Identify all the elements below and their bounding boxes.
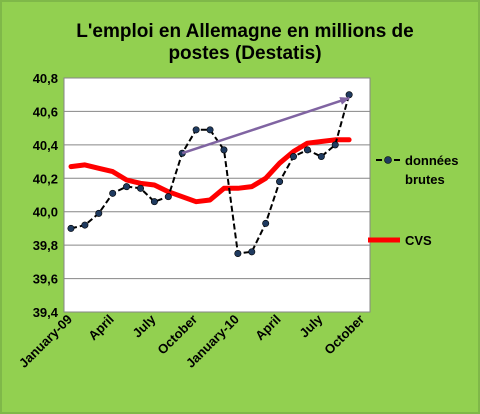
- data-point-donnees-brutes: [137, 184, 145, 192]
- y-axis-tick-labels: 39,4 39,6 39,8 40,0 40,2 40,4 40,6 40,8: [33, 71, 59, 320]
- data-point-donnees-brutes: [317, 153, 325, 161]
- data-point-donnees-brutes: [262, 219, 270, 227]
- y-tick-label: 40,4: [33, 138, 59, 153]
- data-point-donnees-brutes: [150, 198, 158, 206]
- data-point-donnees-brutes: [95, 209, 103, 217]
- data-point-donnees-brutes: [234, 250, 242, 258]
- legend: données brutes CVS: [368, 153, 458, 248]
- data-point-donnees-brutes: [303, 146, 311, 154]
- y-tick-label: 39,4: [33, 305, 59, 320]
- data-point-donnees-brutes: [81, 221, 89, 229]
- x-tick-label: April: [252, 312, 284, 344]
- y-tick-label: 40,8: [33, 71, 58, 86]
- legend-label-donnees-brutes-line-1: données: [405, 153, 458, 168]
- data-point-donnees-brutes: [164, 193, 172, 201]
- y-tick-label: 40,0: [33, 205, 58, 220]
- data-point-donnees-brutes: [248, 248, 256, 256]
- y-tick-label: 39,6: [33, 272, 58, 287]
- data-point-donnees-brutes: [206, 126, 214, 134]
- x-tick-label: July: [296, 311, 326, 341]
- gridlines: [64, 110, 370, 280]
- data-point-donnees-brutes: [276, 178, 284, 186]
- data-point-donnees-brutes: [331, 141, 339, 149]
- chart-title-line-2: postes (Destatis): [168, 43, 321, 64]
- x-tick-label: April: [85, 312, 117, 344]
- data-point-donnees-brutes: [220, 146, 228, 154]
- trend-arrow: [181, 96, 351, 155]
- data-point-donnees-brutes: [67, 224, 75, 232]
- legend-label-donnees-brutes-line-2: brutes: [405, 172, 445, 187]
- annotation-layer: [181, 96, 351, 155]
- series-line-cvs: [68, 137, 352, 205]
- legend-label-cvs: CVS: [405, 233, 432, 248]
- data-point-donnees-brutes: [289, 153, 297, 161]
- data-point-donnees-brutes: [192, 126, 200, 134]
- series-layer: [67, 91, 353, 258]
- legend-marker-donnees-brutes: [384, 156, 392, 164]
- data-point-donnees-brutes: [123, 183, 131, 191]
- x-tick-label: January-09: [16, 312, 75, 371]
- x-tick-label: July: [130, 311, 160, 341]
- x-tick-label: October: [321, 312, 367, 358]
- y-tick-label: 40,2: [33, 171, 58, 186]
- chart-title-line-1: L'emploi en Allemagne en millions de: [76, 21, 413, 42]
- y-tick-label: 40,6: [33, 104, 58, 119]
- y-tick-label: 39,8: [33, 238, 58, 253]
- data-point-donnees-brutes: [345, 91, 353, 99]
- data-point-donnees-brutes: [109, 189, 117, 197]
